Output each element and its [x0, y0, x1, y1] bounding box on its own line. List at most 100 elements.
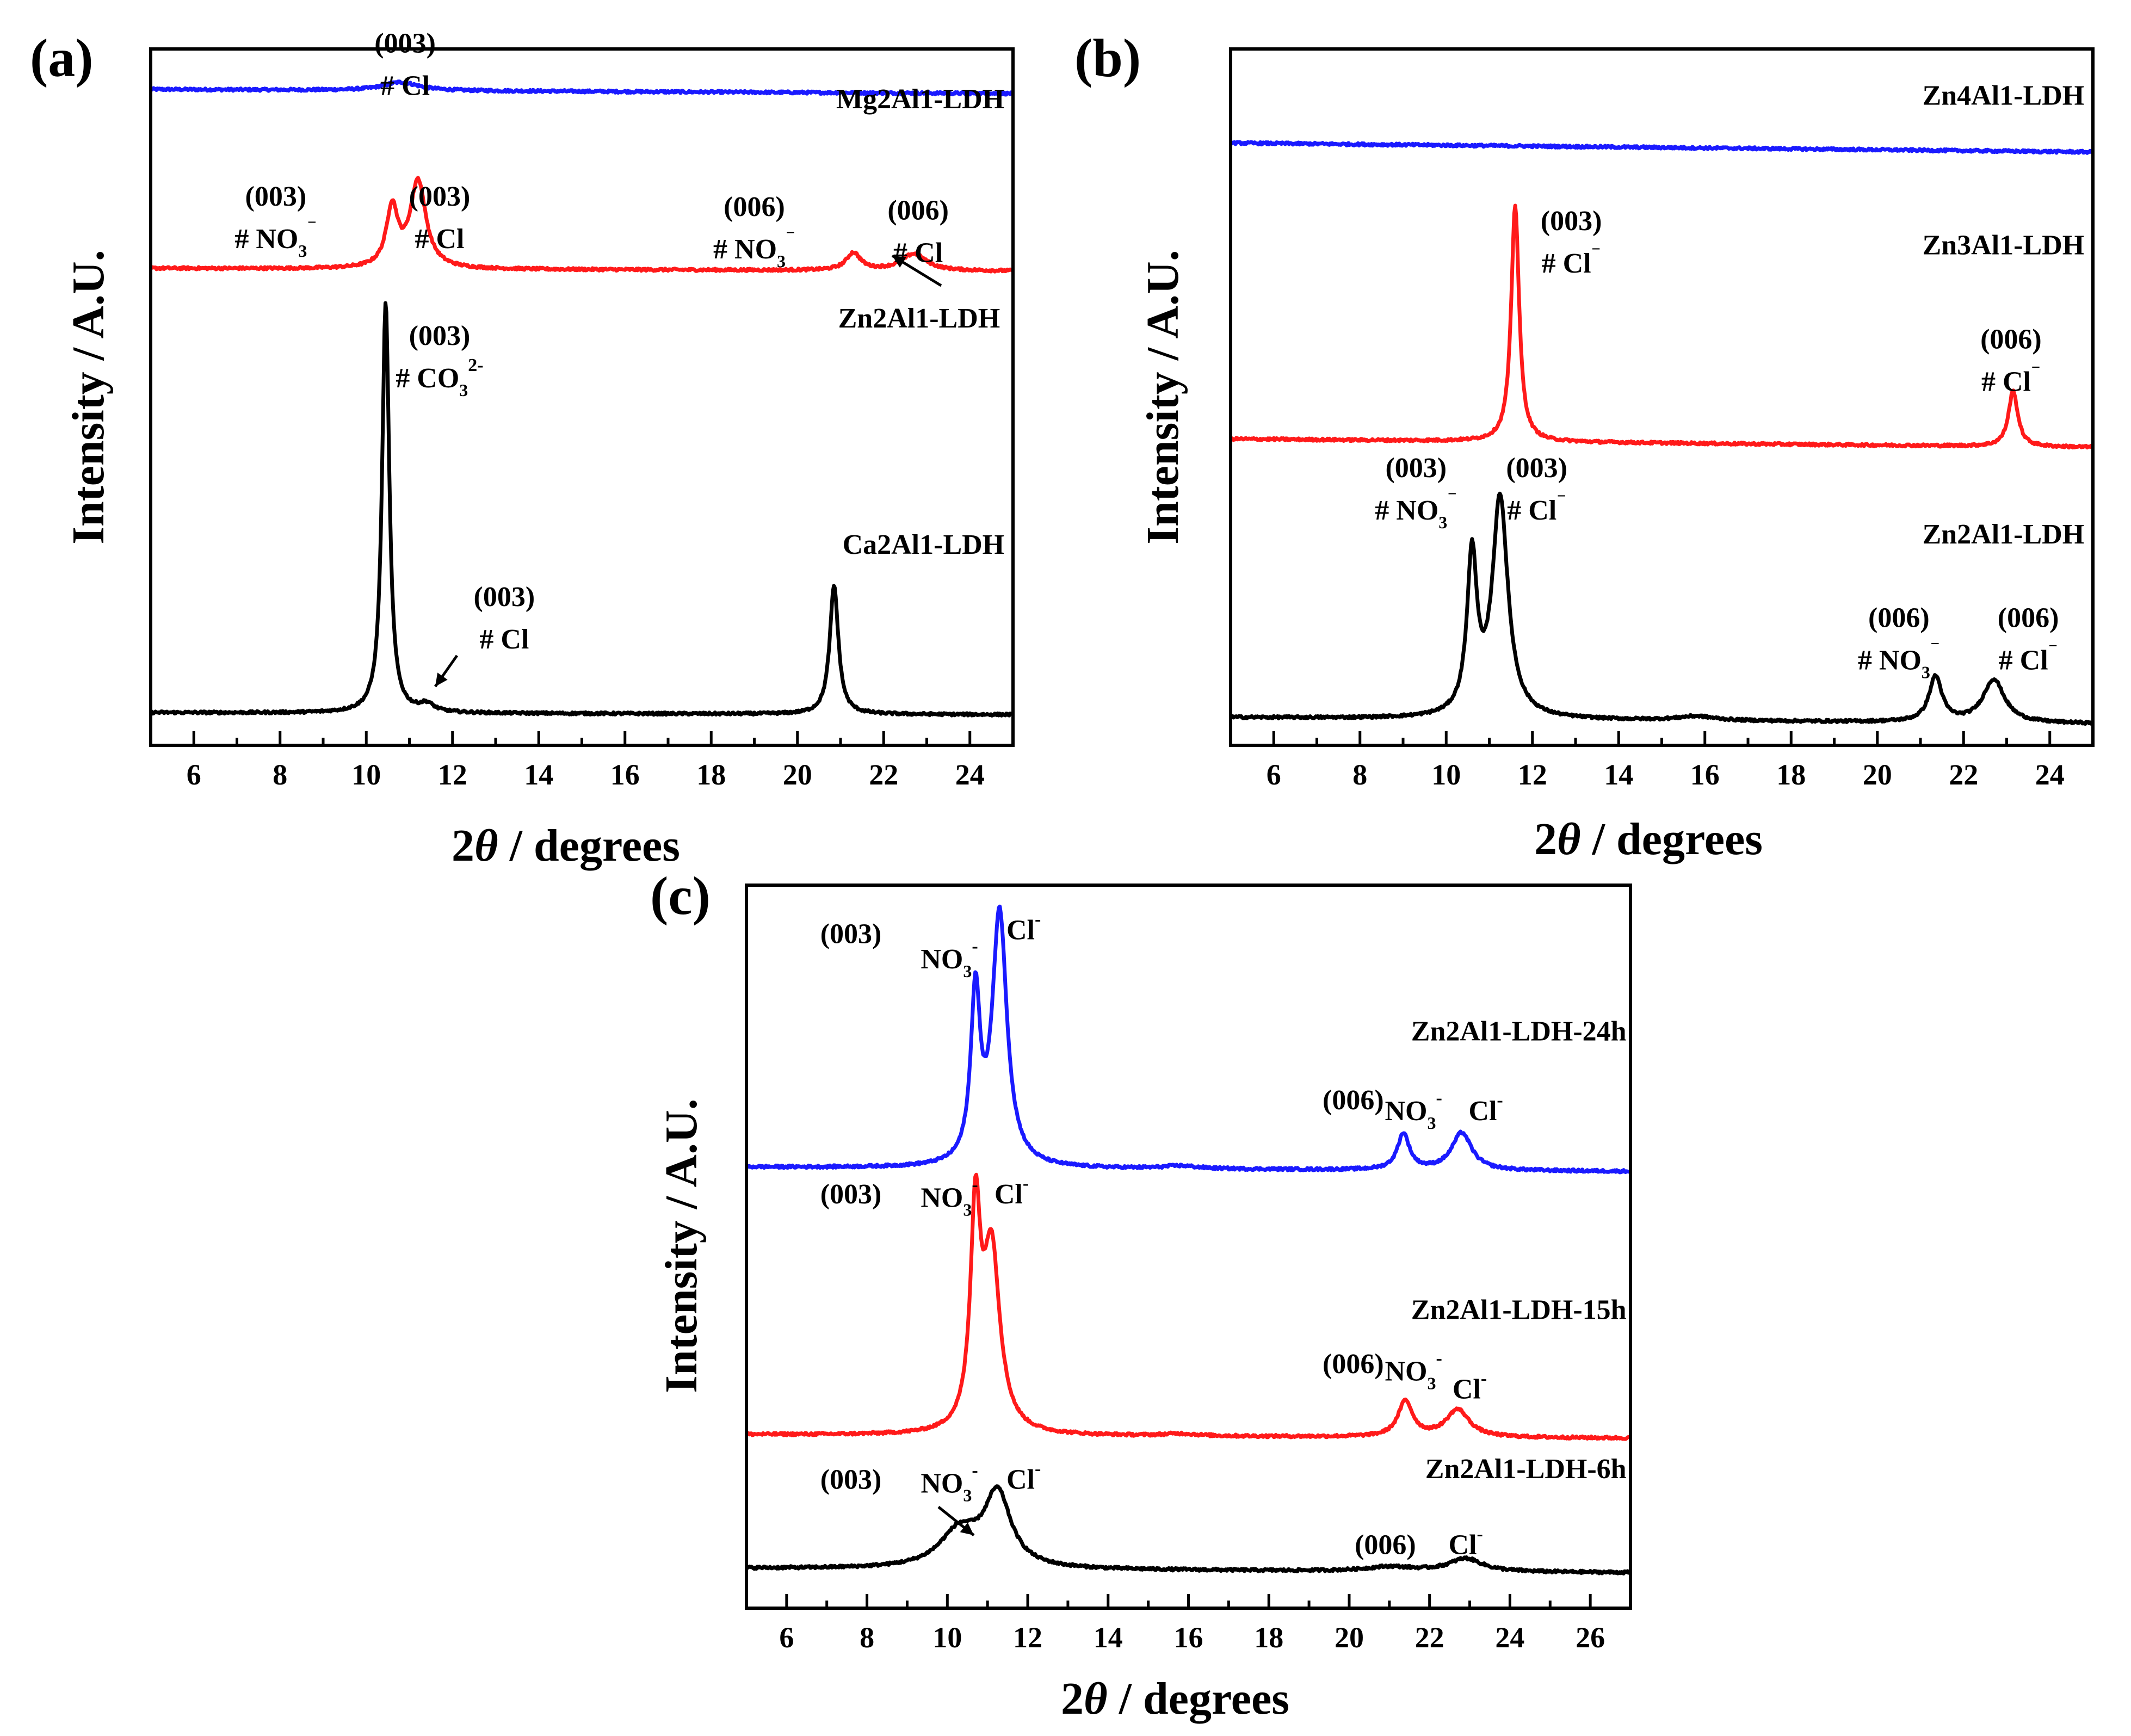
series-label: Zn4Al1-LDH: [1923, 80, 2085, 111]
ion-formula: NO: [921, 944, 963, 975]
panel-label: (c): [650, 866, 711, 926]
ion-formula: Cl: [1468, 1096, 1497, 1127]
ion-superscript: ⁻: [307, 216, 317, 236]
peak-ion-label: Cl-: [1453, 1369, 1487, 1405]
ion-superscript: ⁻: [2048, 639, 2058, 659]
peak-index-label: (003): [1541, 206, 1602, 237]
x-tick-label: 12: [1518, 758, 1547, 791]
ion-formula: # NO: [713, 234, 777, 265]
series-line-ca2al1-ldh: [150, 301, 1014, 718]
x-tick-label: 14: [1604, 758, 1633, 791]
peak-ion-label: NO3-: [921, 1460, 978, 1505]
x-tick-label: 20: [1335, 1621, 1364, 1654]
peak-ion-label: Cl-: [1448, 1524, 1483, 1560]
ion-subscript: 3: [777, 251, 786, 271]
x-tick-label: 12: [438, 758, 467, 791]
ion-formula: # Cl: [380, 70, 430, 101]
peak-index-label: (003): [820, 1465, 882, 1496]
peak-ion-label: Cl-: [1006, 1459, 1041, 1496]
arrow-zn2al1-label-head: [892, 256, 906, 268]
peak-index-label: (006): [1323, 1349, 1384, 1380]
y-axis-label: Intensity / A.U.: [63, 250, 114, 544]
x-tick-label: 20: [1863, 758, 1892, 791]
panel-c-chart: 6 8 10 12 14 16 18 20 22 24 26 (c) Intensity / A.U. 2…: [650, 866, 1632, 1724]
peak-ion-label: Cl-: [1468, 1090, 1503, 1127]
x-tick-label: 18: [1776, 758, 1806, 791]
series-line-zn4al1-ldh: [1230, 140, 2094, 155]
ion-formula: # NO: [1375, 495, 1438, 526]
ion-superscript: -: [1477, 1524, 1483, 1544]
series-label: Zn2Al1-LDH-15h: [1411, 1294, 1627, 1325]
x-tick-label: 16: [1690, 758, 1720, 791]
ion-formula: NO: [921, 1182, 963, 1213]
arrow-no3-shoulder-head: [960, 1522, 974, 1535]
peak-index-label: (003): [820, 918, 882, 949]
ion-superscript: -: [972, 936, 978, 956]
ion-superscript: -: [1023, 1173, 1029, 1194]
peak-index-label: (006): [1998, 602, 2059, 633]
ion-superscript: ⁻: [786, 226, 795, 246]
x-axis-label-prefix: 2: [1534, 814, 1557, 864]
peak-ion-label: NO3-: [921, 1175, 978, 1219]
ion-subscript: 3: [963, 961, 972, 981]
ion-formula: # NO: [234, 224, 298, 255]
ion-superscript: -: [1035, 910, 1041, 930]
ion-superscript: -: [1436, 1348, 1442, 1368]
ion-formula: # Cl: [1981, 366, 2031, 397]
x-axis-label-suffix: / degrees: [1581, 814, 1763, 864]
ion-subscript: 3: [1438, 512, 1447, 532]
x-tick-label: 26: [1576, 1621, 1605, 1654]
ion-superscript: -: [972, 1460, 978, 1480]
peak-index-label: (003): [374, 28, 436, 59]
panel-a-chart: 6 8 10 12 14 16 18 20 22 24 (a) Intensity / A.U. 2θ …: [30, 28, 1015, 871]
ion-subscript: 3: [459, 380, 468, 400]
x-tick-label: 8: [1352, 758, 1367, 791]
x-axis-label-theta: θ: [474, 820, 498, 871]
peak-index-label: (003): [820, 1179, 882, 1210]
x-tick-label: 6: [779, 1621, 794, 1654]
ion-subscript: 3: [1427, 1373, 1436, 1393]
x-tick-label: 14: [1094, 1621, 1123, 1654]
x-tick-label: 20: [783, 758, 812, 791]
x-tick-label: 10: [351, 758, 381, 791]
panel-label: (a): [30, 28, 94, 88]
ion-subscript: 3: [298, 241, 307, 261]
peak-index-label: (003): [1385, 453, 1447, 484]
ion-formula: NO: [1385, 1096, 1427, 1127]
ion-formula: # Cl: [1507, 495, 1556, 526]
x-tick-label: 6: [1267, 758, 1281, 791]
x-axis-label-suffix: / degrees: [1108, 1673, 1289, 1724]
ion-superscript: -: [972, 1175, 978, 1195]
y-axis-label: Intensity / A.U.: [1138, 250, 1188, 544]
ion-superscript: ⁻: [2031, 361, 2041, 381]
peak-ion-label: # Cl⁻: [1999, 639, 2058, 676]
ion-formula: # Cl: [415, 224, 464, 255]
series-label: Mg2Al1-LDH: [836, 84, 1004, 115]
series-line-zn2al1-ldh-15h: [745, 1172, 1632, 1441]
series-line-mg2al1-ldh: [149, 79, 1014, 97]
x-tick-label: 8: [860, 1621, 874, 1654]
series-label: Zn3Al1-LDH: [1923, 230, 2085, 261]
ion-subscript: 3: [1922, 662, 1930, 682]
x-tick-label: 6: [187, 758, 201, 791]
x-axis-label: 2θ / degrees: [1534, 814, 1763, 864]
series-label: Zn2Al1-LDH-6h: [1425, 1454, 1627, 1485]
peak-ion-label: Cl-: [995, 1173, 1029, 1210]
x-tick-label: 24: [1495, 1621, 1524, 1654]
y-axis-label: Intensity / A.U.: [656, 1098, 707, 1393]
peak-index-label: (006): [887, 195, 949, 226]
x-tick-label: 18: [696, 758, 726, 791]
series-line-zn2al1-ldh-24h: [744, 904, 1632, 1175]
x-tick-label: 18: [1254, 1621, 1283, 1654]
x-tick-label: 22: [869, 758, 898, 791]
ion-formula: # NO: [1858, 645, 1922, 676]
x-axis-label-suffix: / degrees: [498, 820, 680, 871]
ion-formula: # Cl: [1542, 248, 1591, 279]
ion-formula: NO: [921, 1468, 963, 1499]
peak-index-label: (003): [474, 582, 535, 613]
peak-ion-label: # CO32-: [396, 355, 483, 400]
series-line-zn2al1-ldh: [1230, 491, 2095, 726]
x-tick-label: 10: [1431, 758, 1461, 791]
peak-ion-label: # Cl: [415, 224, 464, 255]
